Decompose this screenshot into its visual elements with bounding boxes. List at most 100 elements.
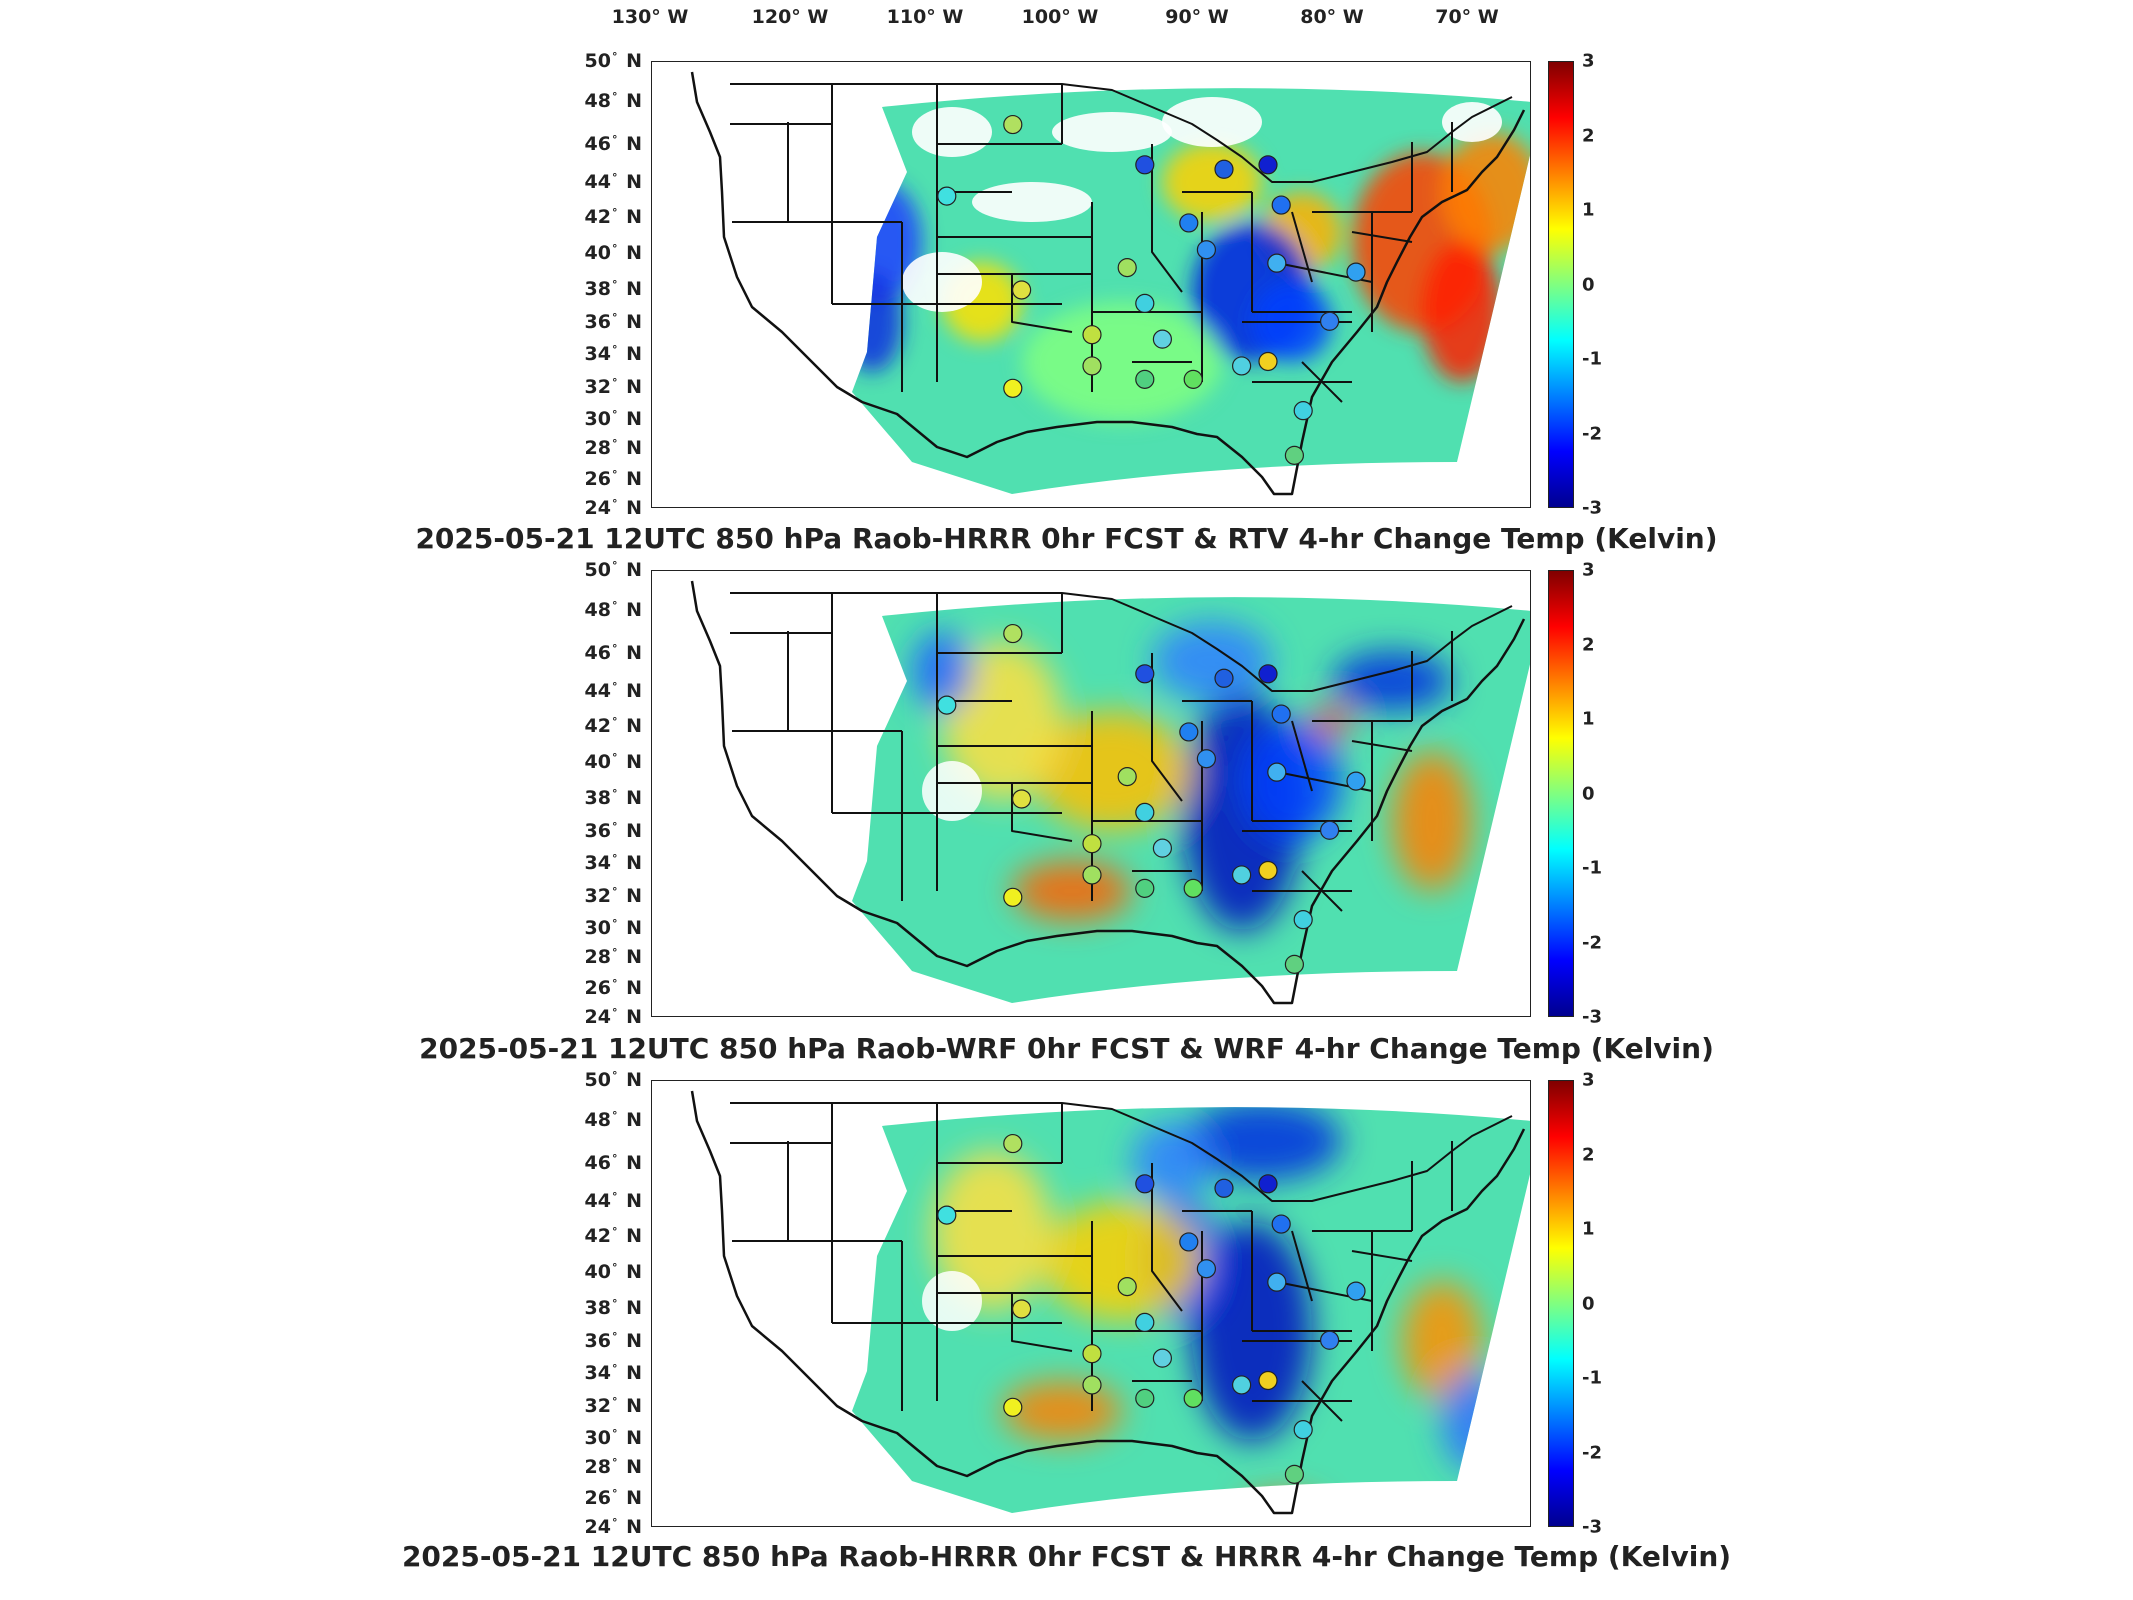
colorbar-tick-label: -2 [1582,423,1602,444]
lat-label: 38° N [584,786,642,810]
raob-station-marker [1135,878,1155,898]
colorbar-tick-label: 0 [1582,274,1595,295]
raob-station-marker [1082,865,1102,885]
raob-station-marker [1082,834,1102,854]
raob-station-marker [1152,329,1172,349]
raob-station-marker [937,186,957,206]
raob-station-marker [1258,664,1278,684]
raob-station-marker [1271,704,1291,724]
raob-station-marker [1082,356,1102,376]
map-svg [690,580,1530,1005]
lat-label: 32° N [584,1395,642,1418]
lon-label-90w: 90° W [1165,6,1229,28]
raob-station-marker [1135,293,1155,313]
raob-station-marker [1293,1420,1313,1440]
raob-station-marker [1319,1330,1340,1350]
temperature-change-field [852,597,1530,1004]
raob-station-marker [1135,1388,1155,1408]
lat-label: 30° N [584,916,642,939]
lat-label: 44° N [584,1189,642,1212]
raob-station-marker [1196,1259,1217,1279]
raob-station-marker [1214,1178,1234,1198]
lat-label: 36° N [584,820,642,843]
lat-label: 44° N [584,170,642,193]
colorbar-tick-label: 1 [1582,708,1595,730]
raob-station-marker [1346,262,1366,282]
colorbar-ticks: 3 2 1 0 -1 -2 -3 [1578,51,1618,519]
raob-station-marker [1135,664,1155,684]
raob-station-marker [1319,311,1340,331]
lat-label: 48° N [584,1109,642,1132]
lon-label-130w: 130° W [611,6,689,28]
colorbar-tick-label: -1 [1582,857,1602,879]
raob-station-marker [1231,356,1252,376]
raob-station-marker [1267,762,1287,782]
colorbar [1548,1080,1574,1527]
raob-station-marker [1012,280,1032,300]
lat-label: 40° N [584,751,642,774]
raob-station-marker [1183,369,1203,389]
raob-station-marker [1179,1232,1199,1252]
panel-caption: 2025-05-21 12UTC 850 hPa Raob-HRRR 0hr F… [401,1540,1732,1573]
raob-station-marker [1346,1281,1366,1301]
raob-station-marker [1003,887,1023,907]
lat-label: 48° N [584,90,642,113]
raob-station-marker [1293,910,1313,930]
lat-label: 32° N [584,376,642,399]
colorbar-tick-label: -3 [1582,1006,1602,1028]
map-frame [651,61,1531,508]
colorbar-tick-label: 2 [1582,125,1595,146]
latitude-axis: 50° N 48° N 46° N 44° N 42° N 40° N 38° N 36° N… [560,50,650,519]
lon-label-120w: 120° W [751,6,829,28]
lat-label: 44° N [584,679,642,702]
colorbar-tick-label: -1 [1582,348,1602,370]
lon-label-100w: 100° W [1021,6,1099,28]
raob-station-marker [1284,445,1305,465]
raob-station-marker [1117,767,1137,787]
raob-station-marker [1231,1375,1252,1395]
raob-station-marker [1082,325,1102,345]
lat-label: 50° N [584,49,642,73]
lat-label: 50° N [584,558,642,582]
colorbar-tick-label: 3 [1582,1069,1595,1091]
latitude-axis: 50° N 48° N 46° N 44° N 42° N 40° N 38° N 36° N… [560,1069,650,1538]
raob-station-marker [1003,623,1023,644]
lat-label: 46° N [584,1151,642,1174]
raob-station-marker [1117,1277,1137,1297]
colorbar-tick-label: 2 [1582,634,1595,655]
lat-label: 40° N [584,1261,642,1284]
map-frame [651,570,1531,1017]
colorbar-ticks: 3 2 1 0 -1 -2 -3 [1578,560,1618,1028]
colorbar-tick-label: -2 [1582,932,1602,953]
lat-label: 36° N [584,1330,642,1353]
lat-label: 34° N [584,1361,642,1384]
map-frame [651,1080,1531,1527]
lat-label: 40° N [584,242,642,265]
colorbar-tick-label: 2 [1582,1144,1595,1165]
lat-label: 24° N [584,496,642,520]
raob-station-marker [1284,1464,1305,1484]
raob-station-marker [1258,1370,1278,1391]
lat-label: 24° N [584,1005,642,1029]
colorbar-tick-label: 1 [1582,199,1595,221]
state-borders [690,1090,1526,1515]
colorbar-tick-label: 3 [1582,559,1595,581]
raob-station-marker [1003,114,1023,135]
lon-label-110w: 110° W [886,6,964,28]
lat-label: 38° N [584,277,642,301]
raob-station-marker [1152,838,1172,858]
colorbar-tick-label: 1 [1582,1218,1595,1240]
colorbar-tick-label: 0 [1582,783,1595,804]
colorbar [1548,61,1574,508]
colorbar-tick-label: 3 [1582,50,1595,72]
raob-station-marker [1258,155,1278,175]
raob-station-marker [1135,369,1155,389]
colorbar [1548,570,1574,1017]
colorbar-tick-label: 0 [1582,1293,1595,1314]
raob-station-marker [1267,1272,1287,1292]
lat-label: 42° N [584,715,642,738]
raob-station-marker [1082,1375,1102,1395]
raob-station-marker [1003,1397,1023,1417]
longitude-axis-labels: 130° W 120° W 110° W 100° W 90° W 80° W … [0,0,2133,48]
raob-station-marker [1135,1312,1155,1332]
